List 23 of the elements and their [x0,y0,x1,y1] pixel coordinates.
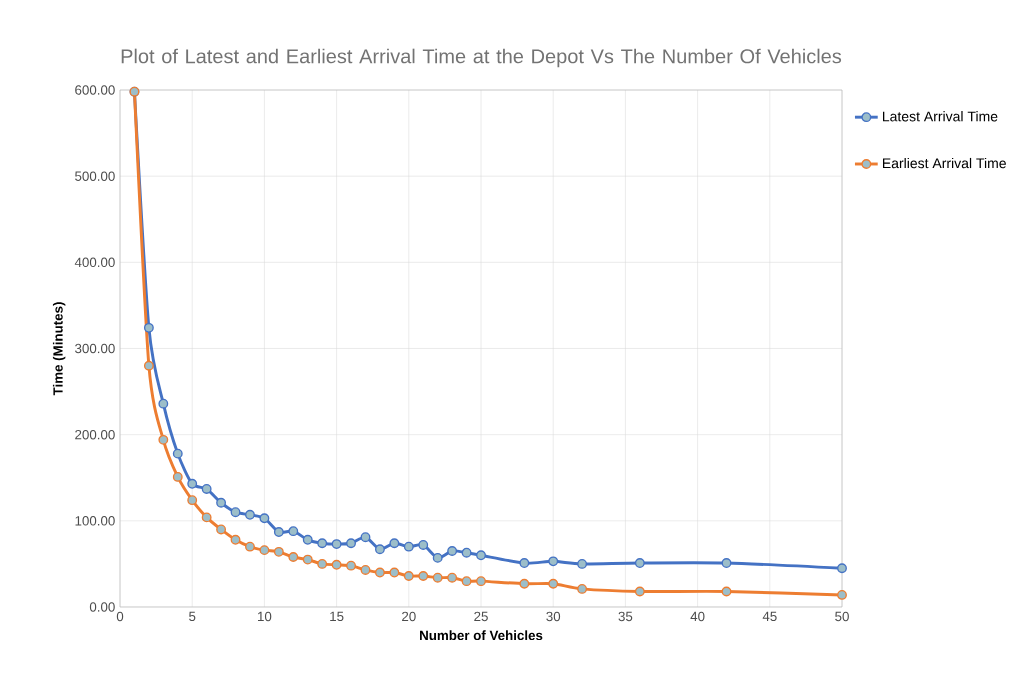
x-tick-label: 25 [474,611,488,622]
x-tick-label: 40 [690,611,705,622]
legend-label: Earliest Arrival Time [883,157,1006,169]
x-tick-label: 30 [546,611,561,622]
x-axis-title: Number of Vehicles [420,630,543,641]
y-tick-label: 500.00 [75,171,115,181]
x-tick-label: 10 [258,611,272,622]
legend-label: Latest Arrival Time [883,111,998,122]
y-axis-title: Time (Minutes) [52,302,66,396]
x-tick-label: 20 [402,611,416,622]
chart-title: Plot of Latest and Earliest Arrival Time at the Depot Vs The Number Of Vehicles [121,48,842,68]
x-tick-label: 5 [189,611,196,622]
y-tick-label: 300.00 [75,343,115,354]
y-tick-label: 400.00 [74,257,115,268]
x-tick-label: 0 [116,611,124,622]
x-tick-label: 15 [330,611,344,622]
x-tick-label: 35 [618,611,633,622]
x-tick-label: 45 [762,611,777,622]
y-tick-label: 600.00 [75,85,115,95]
x-tick-label: 50 [835,611,849,622]
y-tick-label: 0.00 [89,602,115,612]
y-tick-label: 200.00 [75,429,115,440]
y-tick-label: 100.00 [75,516,115,526]
